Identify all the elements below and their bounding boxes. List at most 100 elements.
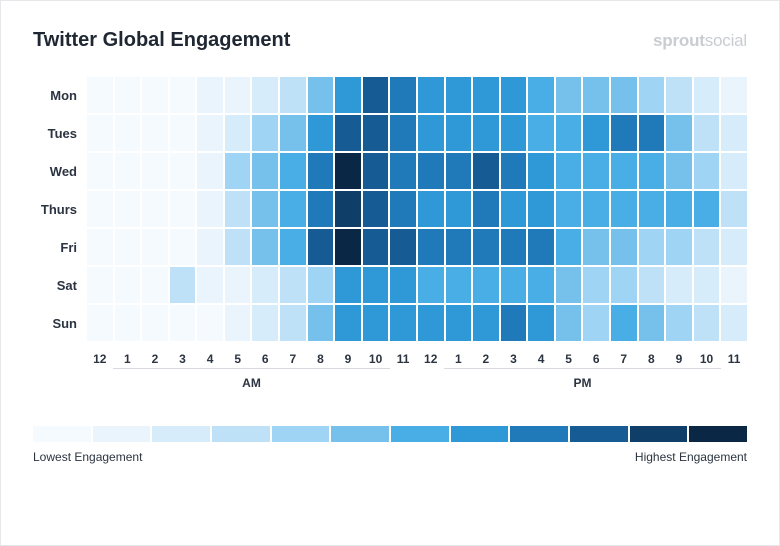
y-label: Tues <box>33 126 87 141</box>
heatmap-cell <box>335 115 361 151</box>
heatmap-cell <box>639 153 665 189</box>
heatmap-cell <box>694 191 720 227</box>
heatmap-cell <box>418 115 444 151</box>
y-label: Sun <box>33 316 87 331</box>
x-tick: 11 <box>721 352 747 366</box>
heatmap-cell <box>115 115 141 151</box>
heatmap-cell <box>115 77 141 113</box>
heatmap-cell <box>473 115 499 151</box>
heatmap-cell <box>170 267 196 303</box>
heatmap-cell <box>87 229 113 265</box>
heatmap-cell <box>556 115 582 151</box>
heatmap-cell <box>142 229 168 265</box>
heatmap-cell <box>308 229 334 265</box>
heatmap-cell <box>583 153 609 189</box>
heatmap-cell <box>639 305 665 341</box>
legend-swatch <box>630 426 688 442</box>
heatmap-cell <box>363 77 389 113</box>
heatmap-cell <box>666 77 692 113</box>
heatmap-cell <box>170 305 196 341</box>
x-tick: 6 <box>252 352 278 366</box>
x-tick: 11 <box>390 352 416 366</box>
heatmap-cell <box>363 191 389 227</box>
heatmap-cell <box>666 229 692 265</box>
heatmap-cell <box>197 115 223 151</box>
y-label: Thurs <box>33 202 87 217</box>
heatmap-cell <box>418 229 444 265</box>
heatmap-cell <box>473 191 499 227</box>
brand-thin: social <box>705 31 747 50</box>
x-tick: 8 <box>639 352 665 366</box>
heatmap-cell <box>721 77 747 113</box>
x-tick: 3 <box>501 352 527 366</box>
heatmap-cell <box>583 229 609 265</box>
heatmap-cell <box>390 115 416 151</box>
heatmap-cell <box>501 77 527 113</box>
heatmap-cell <box>363 305 389 341</box>
heatmap-cell <box>335 191 361 227</box>
heatmap-cell <box>197 267 223 303</box>
heatmap-cell <box>170 153 196 189</box>
legend-labels: Lowest Engagement Highest Engagement <box>33 450 747 464</box>
heatmap-cell <box>694 115 720 151</box>
heatmap-cell <box>197 153 223 189</box>
heatmap-cell <box>611 153 637 189</box>
heatmap-cell <box>418 191 444 227</box>
heatmap-cell <box>225 191 251 227</box>
heatmap-cell <box>501 115 527 151</box>
heatmap-cell <box>170 191 196 227</box>
heatmap-cell <box>446 191 472 227</box>
heatmap-cell <box>252 153 278 189</box>
heatmap-cell <box>390 77 416 113</box>
heatmap-cell <box>446 229 472 265</box>
heatmap-cell <box>197 229 223 265</box>
heatmap-cell <box>721 153 747 189</box>
legend-swatch <box>391 426 449 442</box>
heatmap-cell <box>666 191 692 227</box>
heatmap-cell <box>87 191 113 227</box>
heatmap-cell <box>252 115 278 151</box>
heatmap-cell <box>501 229 527 265</box>
heatmap-cell <box>611 229 637 265</box>
period-row: AM PM <box>33 368 747 390</box>
heatmap-cell <box>694 229 720 265</box>
heatmap-cell <box>142 305 168 341</box>
heatmap-cell <box>556 153 582 189</box>
y-label: Fri <box>33 240 87 255</box>
heatmap-cell <box>473 153 499 189</box>
heatmap-cell <box>556 305 582 341</box>
heatmap-cell <box>501 191 527 227</box>
y-label: Wed <box>33 164 87 179</box>
heatmap-cell <box>115 229 141 265</box>
legend-swatch <box>212 426 270 442</box>
heatmap-cell <box>280 305 306 341</box>
heatmap-cell <box>473 229 499 265</box>
heatmap-cell <box>197 191 223 227</box>
heatmap-cell <box>611 305 637 341</box>
heatmap-cell <box>308 153 334 189</box>
heatmap-cell <box>280 229 306 265</box>
y-label: Mon <box>33 88 87 103</box>
heatmap-cell <box>335 153 361 189</box>
x-tick: 12 <box>87 352 113 366</box>
heatmap-cell <box>197 77 223 113</box>
heatmap-cell <box>639 77 665 113</box>
x-tick: 4 <box>197 352 223 366</box>
chart-title: Twitter Global Engagement <box>33 29 290 52</box>
heatmap-cell <box>87 77 113 113</box>
heatmap-cell <box>142 115 168 151</box>
heatmap-cell <box>666 153 692 189</box>
x-tick: 10 <box>363 352 389 366</box>
heatmap-cell <box>225 77 251 113</box>
heatmap-cell <box>225 153 251 189</box>
heatmap-cell <box>611 191 637 227</box>
heatmap-cell <box>721 191 747 227</box>
heatmap-cell <box>556 229 582 265</box>
heatmap-cell <box>87 115 113 151</box>
heatmap-row: Mon <box>33 76 747 114</box>
heatmap-cell <box>390 191 416 227</box>
heatmap-cell <box>308 191 334 227</box>
heatmap-cell <box>473 305 499 341</box>
heatmap-cell <box>583 305 609 341</box>
heatmap-cell <box>528 229 554 265</box>
